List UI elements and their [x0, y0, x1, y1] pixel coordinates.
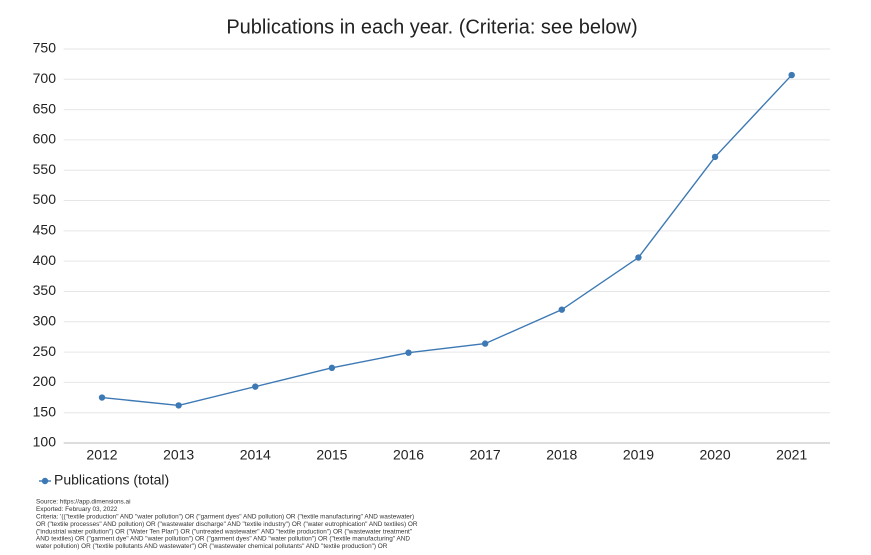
y-tick-label: 100 — [33, 434, 57, 450]
y-tick-label: 650 — [33, 100, 57, 116]
x-tick-label: 2018 — [546, 447, 577, 463]
data-point — [481, 340, 489, 347]
y-tick-label: 350 — [33, 282, 57, 298]
x-tick-label: 2017 — [470, 447, 501, 463]
series-line — [101, 74, 793, 407]
x-tick-label: 2016 — [393, 447, 424, 463]
note: water pollution) OR ("textile pollutants… — [35, 543, 388, 550]
data-point — [788, 71, 795, 79]
x-tick-label: 2013 — [163, 447, 194, 463]
x-tick-label: 2015 — [316, 447, 347, 463]
y-tick-label: 750 — [33, 40, 57, 56]
legend-marker — [41, 477, 49, 485]
x-tick-label: 2012 — [86, 447, 117, 463]
data-point — [558, 306, 565, 313]
x-tick-label: 2020 — [699, 447, 730, 463]
y-tick-label: 150 — [33, 403, 57, 419]
data-point — [175, 402, 182, 409]
y-tick-label: 400 — [33, 252, 57, 268]
note: AND textiles) OR ("garment dye" AND "wat… — [36, 536, 410, 543]
note: Exported: February 03, 2022 — [36, 506, 118, 513]
x-tick-label: 2021 — [776, 447, 807, 463]
data-point — [635, 254, 642, 261]
chart-title: Publications in each year. (Criteria: se… — [226, 16, 637, 38]
x-tick-label: 2014 — [240, 447, 271, 463]
y-tick-label: 550 — [33, 161, 57, 177]
legend-label: Publications (total) — [54, 472, 169, 488]
data-point — [711, 153, 719, 161]
data-point — [252, 383, 259, 390]
y-tick-label: 300 — [33, 312, 57, 328]
note: Criteria: '(("textile production" AND "w… — [36, 513, 414, 520]
y-tick-label: 200 — [33, 373, 57, 389]
y-tick-label: 700 — [33, 70, 57, 86]
y-tick-label: 250 — [33, 343, 57, 359]
data-point — [405, 349, 412, 356]
x-tick-label: 2019 — [623, 447, 654, 463]
y-tick-label: 600 — [33, 131, 57, 147]
data-point — [328, 364, 336, 372]
note: OR ("textile processes" AND pollution) O… — [36, 521, 418, 528]
y-tick-label: 500 — [33, 191, 57, 207]
note: ("industrial water pollution") OR ("Wate… — [36, 528, 412, 535]
data-point — [98, 394, 106, 401]
y-tick-label: 450 — [33, 222, 57, 238]
note: Source: https://app.dimensions.ai — [36, 499, 131, 506]
